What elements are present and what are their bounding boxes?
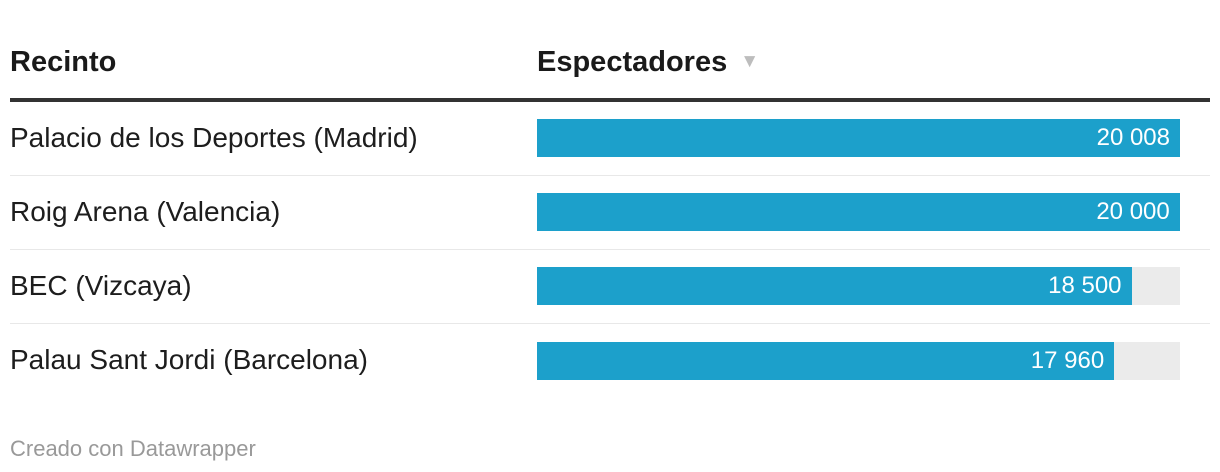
table-row: Palau Sant Jordi (Barcelona) 17 960 <box>10 324 1210 398</box>
bar-track: 20 000 <box>537 193 1180 231</box>
table-row: BEC (Vizcaya) 18 500 <box>10 250 1210 324</box>
venue-label: Palacio de los Deportes (Madrid) <box>10 121 418 153</box>
column-header-espectadores[interactable]: Espectadores ▼ <box>537 48 759 77</box>
table-row: Palacio de los Deportes (Madrid) 20 008 <box>10 102 1210 176</box>
sort-desc-icon: ▼ <box>740 51 760 72</box>
value-bar: 20 000 <box>537 193 1180 231</box>
table-header-row: Recinto Espectadores ▼ <box>10 0 1210 98</box>
datawrapper-attribution-link[interactable]: Creado con Datawrapper <box>10 436 256 461</box>
bar-track: 17 960 <box>537 341 1180 380</box>
bar-track: 20 008 <box>537 119 1180 157</box>
bar-value-label: 17 960 <box>1030 346 1105 374</box>
venue-label: Roig Arena (Valencia) <box>10 195 281 227</box>
chart-footer: Creado con Datawrapper <box>10 436 256 462</box>
value-bar: 20 008 <box>537 119 1180 157</box>
header-divider-rule <box>10 98 1210 102</box>
table-body: Palacio de los Deportes (Madrid) 20 008 … <box>10 102 1210 398</box>
value-bar: 18 500 <box>537 267 1132 305</box>
table-row: Roig Arena (Valencia) 20 000 <box>10 176 1210 250</box>
venue-label: Palau Sant Jordi (Barcelona) <box>10 344 368 376</box>
bar-value-label: 20 008 <box>1096 124 1170 151</box>
bar-track: 18 500 <box>537 267 1180 305</box>
venue-label: BEC (Vizcaya) <box>10 269 192 301</box>
bar-value-label: 20 000 <box>1096 198 1170 225</box>
value-bar: 17 960 <box>537 341 1115 380</box>
column-header-recinto[interactable]: Recinto <box>10 46 117 78</box>
bar-value-label: 18 500 <box>1048 272 1122 299</box>
column-header-espectadores-label: Espectadores <box>537 46 728 78</box>
